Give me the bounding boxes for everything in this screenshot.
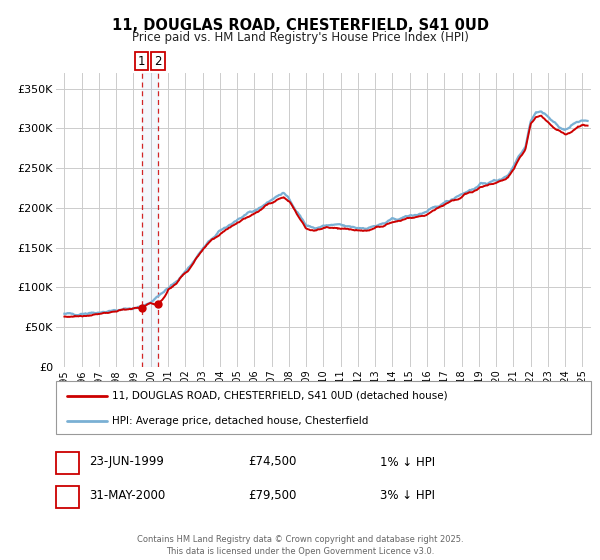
Text: 11, DOUGLAS ROAD, CHESTERFIELD, S41 0UD: 11, DOUGLAS ROAD, CHESTERFIELD, S41 0UD: [112, 18, 488, 32]
Text: 2: 2: [64, 489, 71, 502]
Text: Contains HM Land Registry data © Crown copyright and database right 2025.
This d: Contains HM Land Registry data © Crown c…: [137, 535, 463, 556]
Text: 11, DOUGLAS ROAD, CHESTERFIELD, S41 0UD (detached house): 11, DOUGLAS ROAD, CHESTERFIELD, S41 0UD …: [112, 391, 448, 401]
Text: 3% ↓ HPI: 3% ↓ HPI: [380, 489, 435, 502]
Text: 23-JUN-1999: 23-JUN-1999: [89, 455, 164, 469]
Text: 1% ↓ HPI: 1% ↓ HPI: [380, 455, 435, 469]
Text: 1: 1: [138, 54, 145, 68]
Text: 31-MAY-2000: 31-MAY-2000: [89, 489, 165, 502]
Text: HPI: Average price, detached house, Chesterfield: HPI: Average price, detached house, Ches…: [112, 416, 368, 426]
Text: £79,500: £79,500: [248, 489, 296, 502]
Text: Price paid vs. HM Land Registry's House Price Index (HPI): Price paid vs. HM Land Registry's House …: [131, 31, 469, 44]
Text: 2: 2: [154, 54, 161, 68]
Bar: [142, 73, 158, 367]
Text: £74,500: £74,500: [248, 455, 296, 469]
Text: 1: 1: [64, 455, 71, 469]
